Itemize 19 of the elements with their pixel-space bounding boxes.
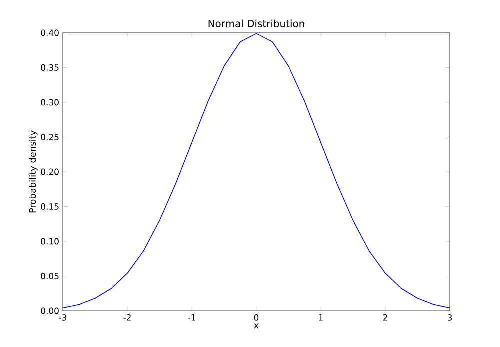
y-axis-title: Probability density: [29, 130, 38, 213]
chart-title: Normal Distribution: [208, 20, 304, 28]
x-tick-label: -2: [124, 314, 131, 321]
x-tick-label: 0: [254, 314, 259, 321]
y-tick-label: 0.15: [41, 204, 59, 210]
y-tick-label: 0.20: [41, 168, 59, 176]
y-tick-label: 0.30: [41, 99, 59, 106]
x-axis-title: x: [254, 324, 259, 329]
y-tick-label: 0.10: [41, 238, 59, 245]
y-tick-label: 0.05: [41, 273, 59, 280]
x-tick-label: 2: [383, 314, 388, 321]
y-tick-label: 0.00: [41, 308, 59, 314]
x-tick-label: 3: [448, 314, 452, 321]
y-tick-label: 0.35: [41, 64, 59, 71]
y-tick-label: 0.25: [41, 134, 59, 140]
x-tick-label: 1: [319, 314, 323, 321]
x-tick-label: -1: [188, 314, 196, 321]
y-tick-label: 0.40: [41, 30, 59, 36]
x-tick-label: -3: [59, 314, 67, 321]
